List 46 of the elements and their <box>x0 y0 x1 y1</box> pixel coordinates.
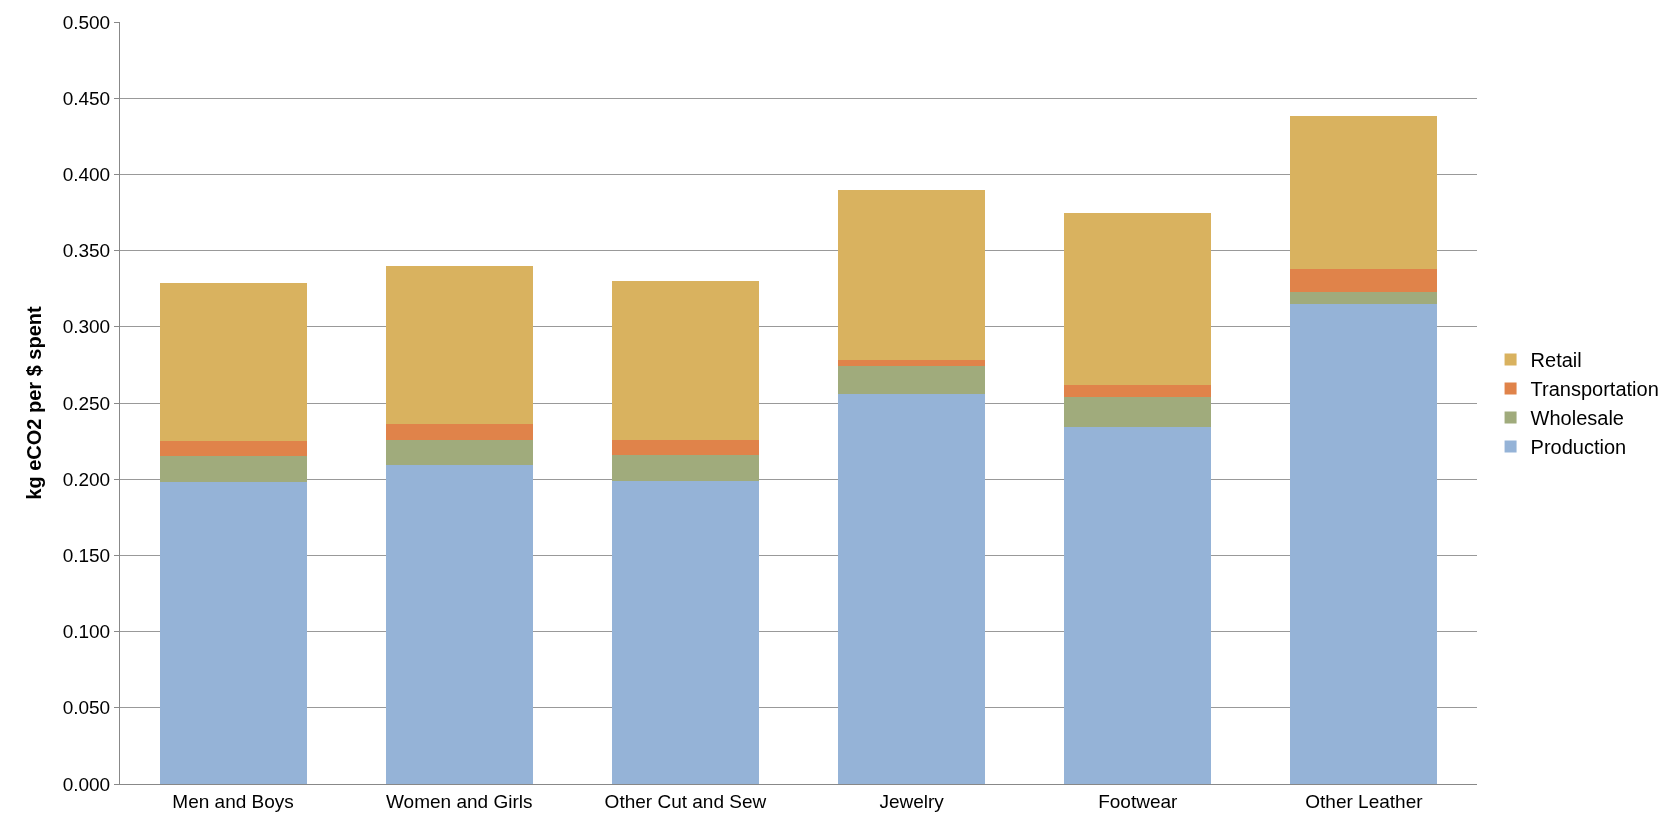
bar <box>838 393 986 784</box>
bar <box>159 456 307 483</box>
bar <box>611 439 759 455</box>
bar <box>385 439 533 466</box>
legend-label: Transportation <box>1530 378 1659 401</box>
bar <box>385 424 533 440</box>
y-tick-label: 0.250 <box>62 392 111 414</box>
bar <box>1290 303 1438 784</box>
y-tick-label: 0.100 <box>62 621 111 643</box>
y-tick-label: 0.450 <box>62 87 111 109</box>
bar <box>385 265 533 425</box>
bar <box>159 482 307 784</box>
bar <box>159 282 307 442</box>
x-tick-label: Other Cut and Sew <box>604 790 767 812</box>
legend-label: Production <box>1530 436 1627 459</box>
legend-label: Retail <box>1530 349 1582 372</box>
x-tick-label: Footwear <box>1098 790 1179 812</box>
y-axis-title: kg eCO2 per $ spent <box>23 305 46 500</box>
y-tick-label: 0.200 <box>62 468 111 490</box>
bar <box>159 441 307 457</box>
bar <box>1290 116 1438 269</box>
y-tick-label: 0.400 <box>62 164 111 186</box>
y-tick-label: 0.300 <box>62 316 111 338</box>
bar <box>838 189 986 361</box>
bar <box>1064 427 1212 784</box>
y-tick-label: 0.500 <box>62 11 111 33</box>
bar <box>838 360 986 367</box>
y-tick-label: 0.000 <box>62 773 111 795</box>
y-tick-label: 0.050 <box>62 697 111 719</box>
bar <box>611 480 759 784</box>
x-tick-label: Other Leather <box>1305 790 1424 812</box>
bar <box>611 281 759 440</box>
bar <box>611 454 759 481</box>
bar <box>838 366 986 394</box>
x-tick-label: Jewelry <box>879 790 945 812</box>
bar <box>1290 291 1438 304</box>
x-tick-label: Men and Boys <box>172 790 294 812</box>
y-tick-label: 0.150 <box>62 545 111 567</box>
y-tick-label: 0.350 <box>62 240 111 262</box>
bar <box>1290 268 1438 292</box>
legend-label: Wholesale <box>1530 407 1624 430</box>
bar <box>1064 396 1212 428</box>
bar <box>1064 212 1212 385</box>
bar <box>1064 384 1212 397</box>
bar <box>385 465 533 784</box>
x-tick-label: Women and Girls <box>386 790 533 812</box>
